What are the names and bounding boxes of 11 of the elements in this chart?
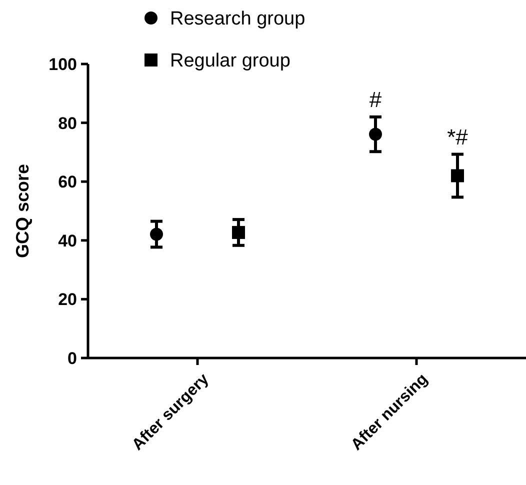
y-tick-label: 40 [58,231,77,250]
y-tick-label: 20 [58,290,77,310]
y-tick-label: 0 [68,348,77,368]
legend-label: Research group [170,8,306,30]
y-tick-label: 100 [48,54,77,74]
y-axis-title: GCQ score [12,164,32,258]
y-tick-label: 80 [58,114,77,133]
annotation: # [369,86,382,112]
legend-label: Regular group [170,50,290,72]
annotation: *# [447,124,469,150]
y-tick-label: 60 [58,172,77,192]
